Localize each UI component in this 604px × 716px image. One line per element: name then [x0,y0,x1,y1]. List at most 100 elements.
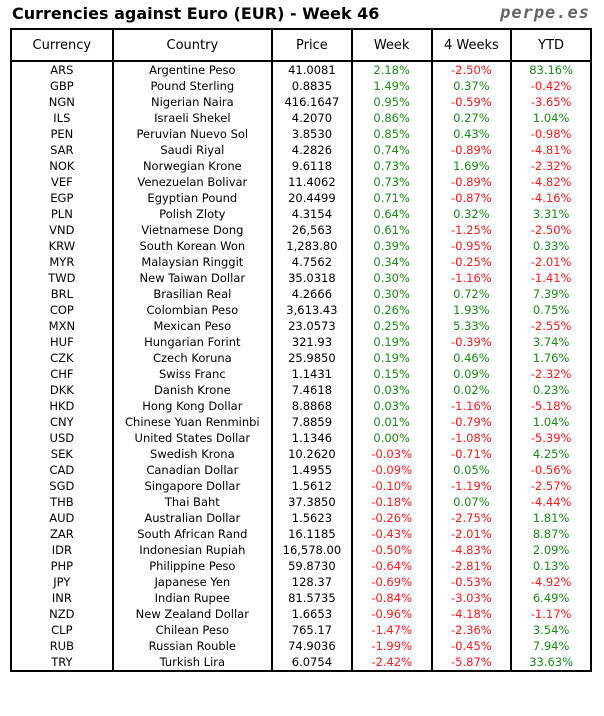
cell-week: -0.50% [350,542,433,558]
cell-week: 0.34% [350,254,433,270]
cell-currency: VEF [10,174,114,190]
cell-currency: MYR [10,254,114,270]
cell-week: 0.73% [350,158,433,174]
table-row: NGN Nigerian Naira 416.1647 0.95% -0.59% -3.6… [10,94,592,110]
cell-price: 74.9036 [270,638,353,654]
table-row: JPY Japanese Yen 128.37 -0.69% -0.53% -4.92% [10,574,592,590]
cell-currency: SEK [10,446,114,462]
cell-currency: NGN [10,94,114,110]
cell-currency: USD [10,430,114,446]
cell-price: 10.2620 [270,446,353,462]
cell-4-weeks: 0.09% [430,366,513,382]
table-row: CHF Swiss Franc 1.1431 0.15% 0.09% -2.32% [10,366,592,382]
cell-week: 0.71% [350,190,433,206]
cell-currency: TWD [10,270,114,286]
cell-week: 0.03% [350,382,433,398]
cell-ytd: -2.55% [510,318,592,334]
currency-table: Currency Country Price Week 4 Weeks YTD … [10,28,592,672]
cell-4-weeks: 0.07% [430,494,513,510]
cell-4-weeks: -4.83% [430,542,513,558]
table-row: THB Thai Baht 37.3850 -0.18% 0.07% -4.44% [10,494,592,510]
cell-currency: CZK [10,350,114,366]
cell-ytd: 1.04% [510,110,592,126]
cell-4-weeks: -2.75% [430,510,513,526]
cell-ytd: -4.92% [510,574,592,590]
cell-currency: GBP [10,78,114,94]
cell-country: Polish Zloty [111,206,273,222]
table-row: NZD New Zealand Dollar 1.6653 -0.96% -4.18% -… [10,606,592,622]
cell-country: Indian Rupee [111,590,273,606]
cell-country: South Korean Won [111,238,273,254]
cell-country: Mexican Peso [111,318,273,334]
cell-currency: ZAR [10,526,114,542]
cell-country: Nigerian Naira [111,94,273,110]
cell-price: 20.4499 [270,190,353,206]
cell-week: 0.00% [350,430,433,446]
header-price: Price [270,28,353,62]
cell-price: 4.2666 [270,286,353,302]
cell-currency: RUB [10,638,114,654]
cell-4-weeks: 1.69% [430,158,513,174]
cell-country: Danish Krone [111,382,273,398]
cell-ytd: 4.25% [510,446,592,462]
cell-ytd: 2.09% [510,542,592,558]
cell-country: Peruvian Nuevo Sol [111,126,273,142]
cell-week: -0.03% [350,446,433,462]
cell-4-weeks: 0.72% [430,286,513,302]
cell-ytd: -2.57% [510,478,592,494]
cell-currency: NOK [10,158,114,174]
cell-price: 35.0318 [270,270,353,286]
cell-country: Singapore Dollar [111,478,273,494]
cell-4-weeks: 0.37% [430,78,513,94]
cell-currency: ARS [10,61,114,78]
cell-country: Argentine Peso [111,61,273,78]
cell-ytd: -0.56% [510,462,592,478]
table-row: CAD Canadian Dollar 1.4955 -0.09% 0.05% -0.56… [10,462,592,478]
cell-price: 1.1431 [270,366,353,382]
cell-ytd: -0.98% [510,126,592,142]
cell-week: 0.30% [350,270,433,286]
cell-currency: BRL [10,286,114,302]
table-row: TRY Turkish Lira 6.0754 -2.42% -5.87% 33.63% [10,654,592,671]
table-row: NOK Norwegian Krone 9.6118 0.73% 1.69% -2.32% [10,158,592,174]
cell-currency: THB [10,494,114,510]
table-row: SEK Swedish Krona 10.2620 -0.03% -0.71% 4.25% [10,446,592,462]
cell-country: Czech Koruna [111,350,273,366]
cell-country: Hong Kong Dollar [111,398,273,414]
cell-4-weeks: -0.53% [430,574,513,590]
cell-country: Thai Baht [111,494,273,510]
header-week: Week [350,28,433,62]
cell-currency: INR [10,590,114,606]
cell-price: 16,578.00 [270,542,353,558]
cell-country: Swedish Krona [111,446,273,462]
cell-ytd: 3.74% [510,334,592,350]
cell-price: 3.8530 [270,126,353,142]
cell-4-weeks: -2.50% [430,61,513,78]
cell-4-weeks: -0.71% [430,446,513,462]
cell-week: 0.01% [350,414,433,430]
cell-4-weeks: -1.19% [430,478,513,494]
cell-price: 7.4618 [270,382,353,398]
table-row: HUF Hungarian Forint 321.93 0.19% -0.39% 3.74… [10,334,592,350]
brand-logo: perpe.es [500,3,590,23]
cell-ytd: 8.87% [510,526,592,542]
cell-currency: PLN [10,206,114,222]
cell-week: -0.64% [350,558,433,574]
cell-4-weeks: -0.25% [430,254,513,270]
cell-currency: SGD [10,478,114,494]
cell-4-weeks: -0.95% [430,238,513,254]
cell-country: Egyptian Pound [111,190,273,206]
cell-week: -0.26% [350,510,433,526]
cell-price: 0.8835 [270,78,353,94]
table-row: PEN Peruvian Nuevo Sol 3.8530 0.85% 0.43% -0.… [10,126,592,142]
cell-price: 23.0573 [270,318,353,334]
cell-4-weeks: -0.39% [430,334,513,350]
table-row: ZAR South African Rand 16.1185 -0.43% -2.01%… [10,526,592,542]
cell-4-weeks: -2.01% [430,526,513,542]
table-row: PHP Philippine Peso 59.8730 -0.64% -2.81% 0.1… [10,558,592,574]
cell-week: -2.42% [350,654,433,671]
cell-4-weeks: -0.79% [430,414,513,430]
table-row: ILS Israeli Shekel 4.2070 0.86% 0.27% 1.04% [10,110,592,126]
cell-country: New Taiwan Dollar [111,270,273,286]
cell-price: 3,613.43 [270,302,353,318]
